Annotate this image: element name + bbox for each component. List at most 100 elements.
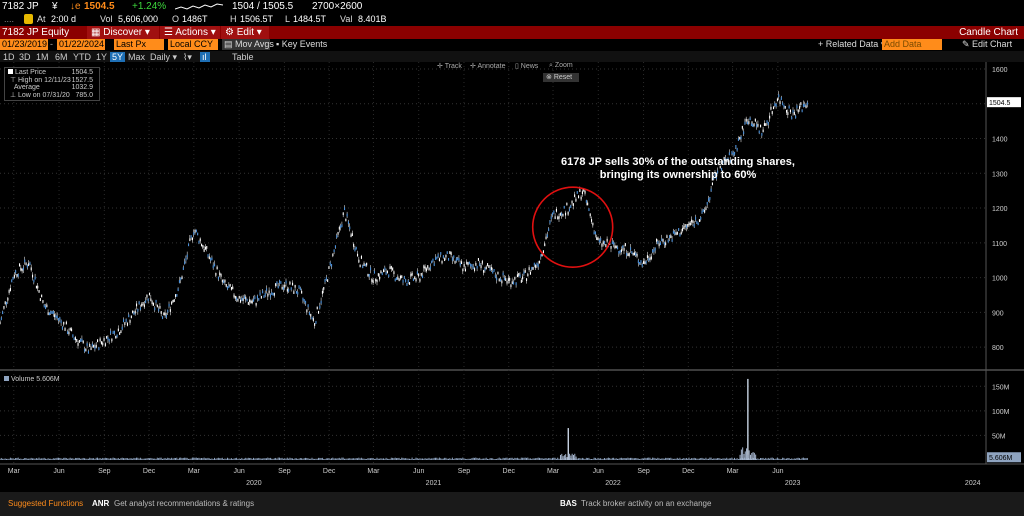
studies-button[interactable]: ▤ Mov Avgs: [222, 39, 274, 50]
price-candle: [255, 302, 257, 306]
price-candle: [594, 231, 596, 235]
ticker-label[interactable]: 7182 JP: [2, 1, 39, 12]
currency-select[interactable]: Local CCY: [168, 39, 218, 50]
price-field-select[interactable]: Last Px: [114, 39, 164, 50]
price-candle: [735, 144, 737, 148]
price-candle: [25, 262, 27, 266]
month-tick-label: Dec: [503, 468, 516, 475]
price-candle: [704, 209, 706, 213]
price-candle: [604, 241, 606, 244]
price-candle: [2, 311, 4, 315]
zoom-icon: ⌕: [549, 62, 555, 69]
alert-icon[interactable]: [24, 14, 33, 24]
annotate-tool[interactable]: ✛ Annotate: [470, 62, 505, 70]
price-candle: [475, 263, 477, 266]
price-candle: [134, 310, 136, 314]
edit-menu[interactable]: ⚙ Edit ▾: [221, 26, 269, 39]
price-candle: [152, 303, 154, 306]
discover-menu[interactable]: ▦ Discover ▾: [87, 26, 159, 39]
price-candle: [246, 298, 248, 302]
edit-chart-button[interactable]: ✎ Edit Chart: [962, 39, 1012, 50]
price-candle: [544, 243, 546, 247]
tab-1d[interactable]: 1D: [3, 52, 15, 62]
price-candle: [223, 280, 225, 284]
price-candle: [576, 191, 578, 194]
price-candle: [258, 297, 260, 301]
price-candle: [481, 260, 483, 264]
price-candle: [26, 264, 28, 268]
price-candle: [262, 290, 264, 294]
anr-function-text[interactable]: Get analyst recommendations & ratings: [114, 499, 255, 508]
candle-type-icon[interactable]: ıl: [200, 52, 210, 62]
price-candle: [674, 231, 676, 235]
line-type-icon[interactable]: ⌇▾: [183, 52, 192, 62]
price-candle: [663, 242, 665, 245]
month-tick-label: Dec: [682, 468, 695, 475]
tab-6m[interactable]: 6M: [55, 52, 68, 62]
window-title: Candle Chart: [959, 27, 1018, 38]
price-candle: [380, 270, 382, 274]
price-candle: [490, 267, 492, 270]
price-candle: [610, 245, 612, 249]
tab-max[interactable]: Max: [128, 52, 146, 62]
bas-function-text[interactable]: Track broker activity on an exchange: [581, 499, 712, 508]
price-tick-label: 1300: [992, 171, 1008, 178]
tab-ytd[interactable]: YTD: [73, 52, 91, 62]
price-candle: [714, 173, 716, 177]
frequency-select[interactable]: Daily ▾: [150, 52, 178, 62]
price-candle: [541, 253, 543, 256]
reset-icon: ⊗: [546, 74, 554, 81]
reset-button[interactable]: ⊗ Reset: [543, 73, 579, 82]
price-candle: [323, 286, 325, 290]
price-candle: [85, 348, 87, 352]
table-button[interactable]: Table: [232, 52, 254, 62]
price-candle: [69, 327, 71, 331]
price-candle: [38, 289, 40, 293]
price-candle: [459, 262, 461, 266]
price-candle: [433, 263, 435, 267]
price-candle: [41, 294, 43, 298]
price-candle: [217, 276, 219, 280]
price-candle: [394, 278, 396, 282]
price-candle: [745, 118, 747, 122]
news-tool[interactable]: ▯ News: [515, 62, 538, 70]
price-candle: [761, 132, 763, 136]
price-candle: [571, 200, 573, 204]
tab-1m[interactable]: 1M: [36, 52, 49, 62]
price-candle: [302, 297, 304, 301]
price-candle: [256, 295, 258, 299]
start-date-field[interactable]: 01/23/2019: [0, 39, 48, 50]
price-candle: [797, 109, 799, 113]
price-candle: [480, 265, 482, 269]
bas-function-code[interactable]: BAS: [560, 499, 577, 508]
month-tick-label: Jun: [233, 468, 244, 475]
security-label[interactable]: 7182 JP Equity: [2, 27, 70, 38]
price-candle: [652, 249, 654, 253]
track-tool[interactable]: ✛ Track: [437, 62, 462, 70]
tab-5y[interactable]: 5Y: [110, 52, 126, 62]
add-data-field[interactable]: Add Data: [882, 39, 942, 50]
price-candle: [562, 213, 564, 217]
price-candle: [80, 339, 82, 342]
tab-3d[interactable]: 3D: [19, 52, 31, 62]
end-date-field[interactable]: 01/22/2024: [57, 39, 105, 50]
price-candle: [383, 269, 385, 273]
price-candle: [483, 269, 485, 273]
price-chart[interactable]: 800900100011001200130014001500160050M100…: [0, 62, 1024, 492]
price-candle: [786, 109, 788, 113]
key-events-button[interactable]: ▪ Key Events: [276, 39, 327, 50]
zoom-tool[interactable]: ⌕ Zoom: [549, 62, 573, 70]
price-candle: [601, 243, 603, 247]
price-candle: [622, 245, 624, 249]
price-candle: [350, 234, 352, 238]
tab-1y[interactable]: 1Y: [96, 52, 108, 62]
price-candle: [318, 310, 320, 314]
price-candle: [799, 106, 801, 109]
volume-tick-label: 100M: [992, 409, 1010, 416]
anr-function-code[interactable]: ANR: [92, 499, 110, 508]
related-data-button[interactable]: + Related Data ▾: [818, 39, 885, 50]
actions-menu[interactable]: ☰ Actions ▾: [160, 26, 220, 39]
price-candle: [137, 308, 139, 312]
legend-average-value: 1032.9: [71, 84, 93, 92]
price-candle: [110, 330, 112, 334]
